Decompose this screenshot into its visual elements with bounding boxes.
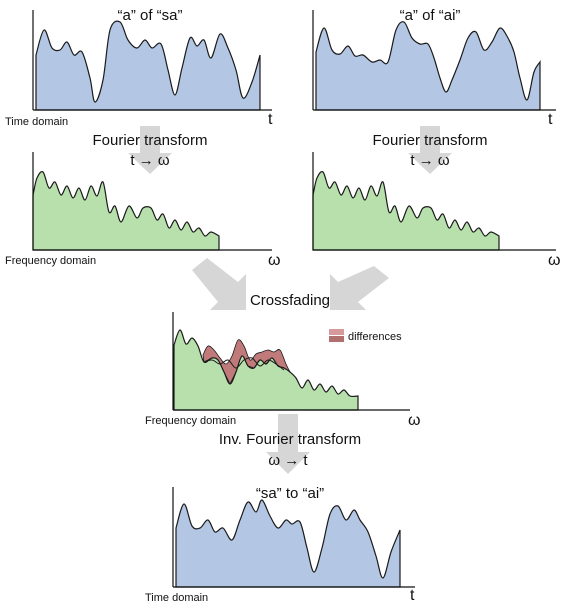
legend: differences: [329, 329, 402, 343]
arrow-diagonal-left: [192, 258, 246, 310]
step-fourier-left-title: Fourier transform: [92, 132, 207, 149]
axis-label: Frequency domain: [145, 415, 236, 427]
axis-variable: t: [410, 587, 415, 604]
panel-crossfade: Frequency domain ω differences: [145, 312, 421, 429]
axis-label: Time domain: [5, 116, 68, 128]
spectrum-ai: [312, 171, 500, 251]
arrow-down-right: [408, 126, 452, 174]
axis-variable: ω: [408, 412, 421, 429]
legend-swatch-top: [329, 329, 344, 335]
arrow-down-left: [128, 126, 172, 174]
axis-variable: ω: [268, 252, 281, 269]
waveform-ai: [315, 21, 541, 111]
arrows: [128, 126, 452, 474]
legend-swatch-bottom: [329, 336, 344, 342]
panel-title: “a” of “ai”: [400, 7, 461, 24]
arrow-down-center: [266, 414, 310, 474]
panel-freq-right: ω: [312, 152, 561, 269]
axis-variable: ω: [548, 252, 561, 269]
step-fourier-left-sub: t → ω: [130, 152, 170, 169]
step-inverse-title: Inv. Fourier transform: [219, 431, 361, 448]
step-fourier-right-title: Fourier transform: [372, 132, 487, 149]
panel-ai-time: “a” of “ai” t: [312, 7, 556, 128]
panel-title: “a” of “sa”: [117, 7, 182, 24]
axis-label: Frequency domain: [5, 255, 96, 267]
legend-label: differences: [348, 331, 402, 343]
waveform-result: [175, 499, 401, 588]
spectrum-sa: [32, 171, 220, 251]
spectrum-crossfaded: [173, 329, 359, 411]
axis-variable: t: [548, 111, 553, 128]
panel-sa-time: “a” of “sa” Time domain t: [5, 7, 273, 128]
panel-title: “sa” to “ai”: [256, 485, 324, 502]
difference-outline-lower: [203, 357, 285, 371]
waveform-sa: [35, 20, 261, 111]
axis-label: Time domain: [145, 592, 208, 604]
step-inverse-sub: ω → t: [268, 452, 308, 469]
step-crossfading-title: Crossfading: [250, 292, 330, 309]
arrow-diagonal-right: [330, 266, 389, 310]
panel-freq-left: Frequency domain ω: [5, 152, 281, 269]
step-fourier-right-sub: t → ω: [410, 152, 450, 169]
panel-result-time: “sa” to “ai” Time domain t: [145, 485, 415, 604]
axis-variable: t: [268, 111, 273, 128]
